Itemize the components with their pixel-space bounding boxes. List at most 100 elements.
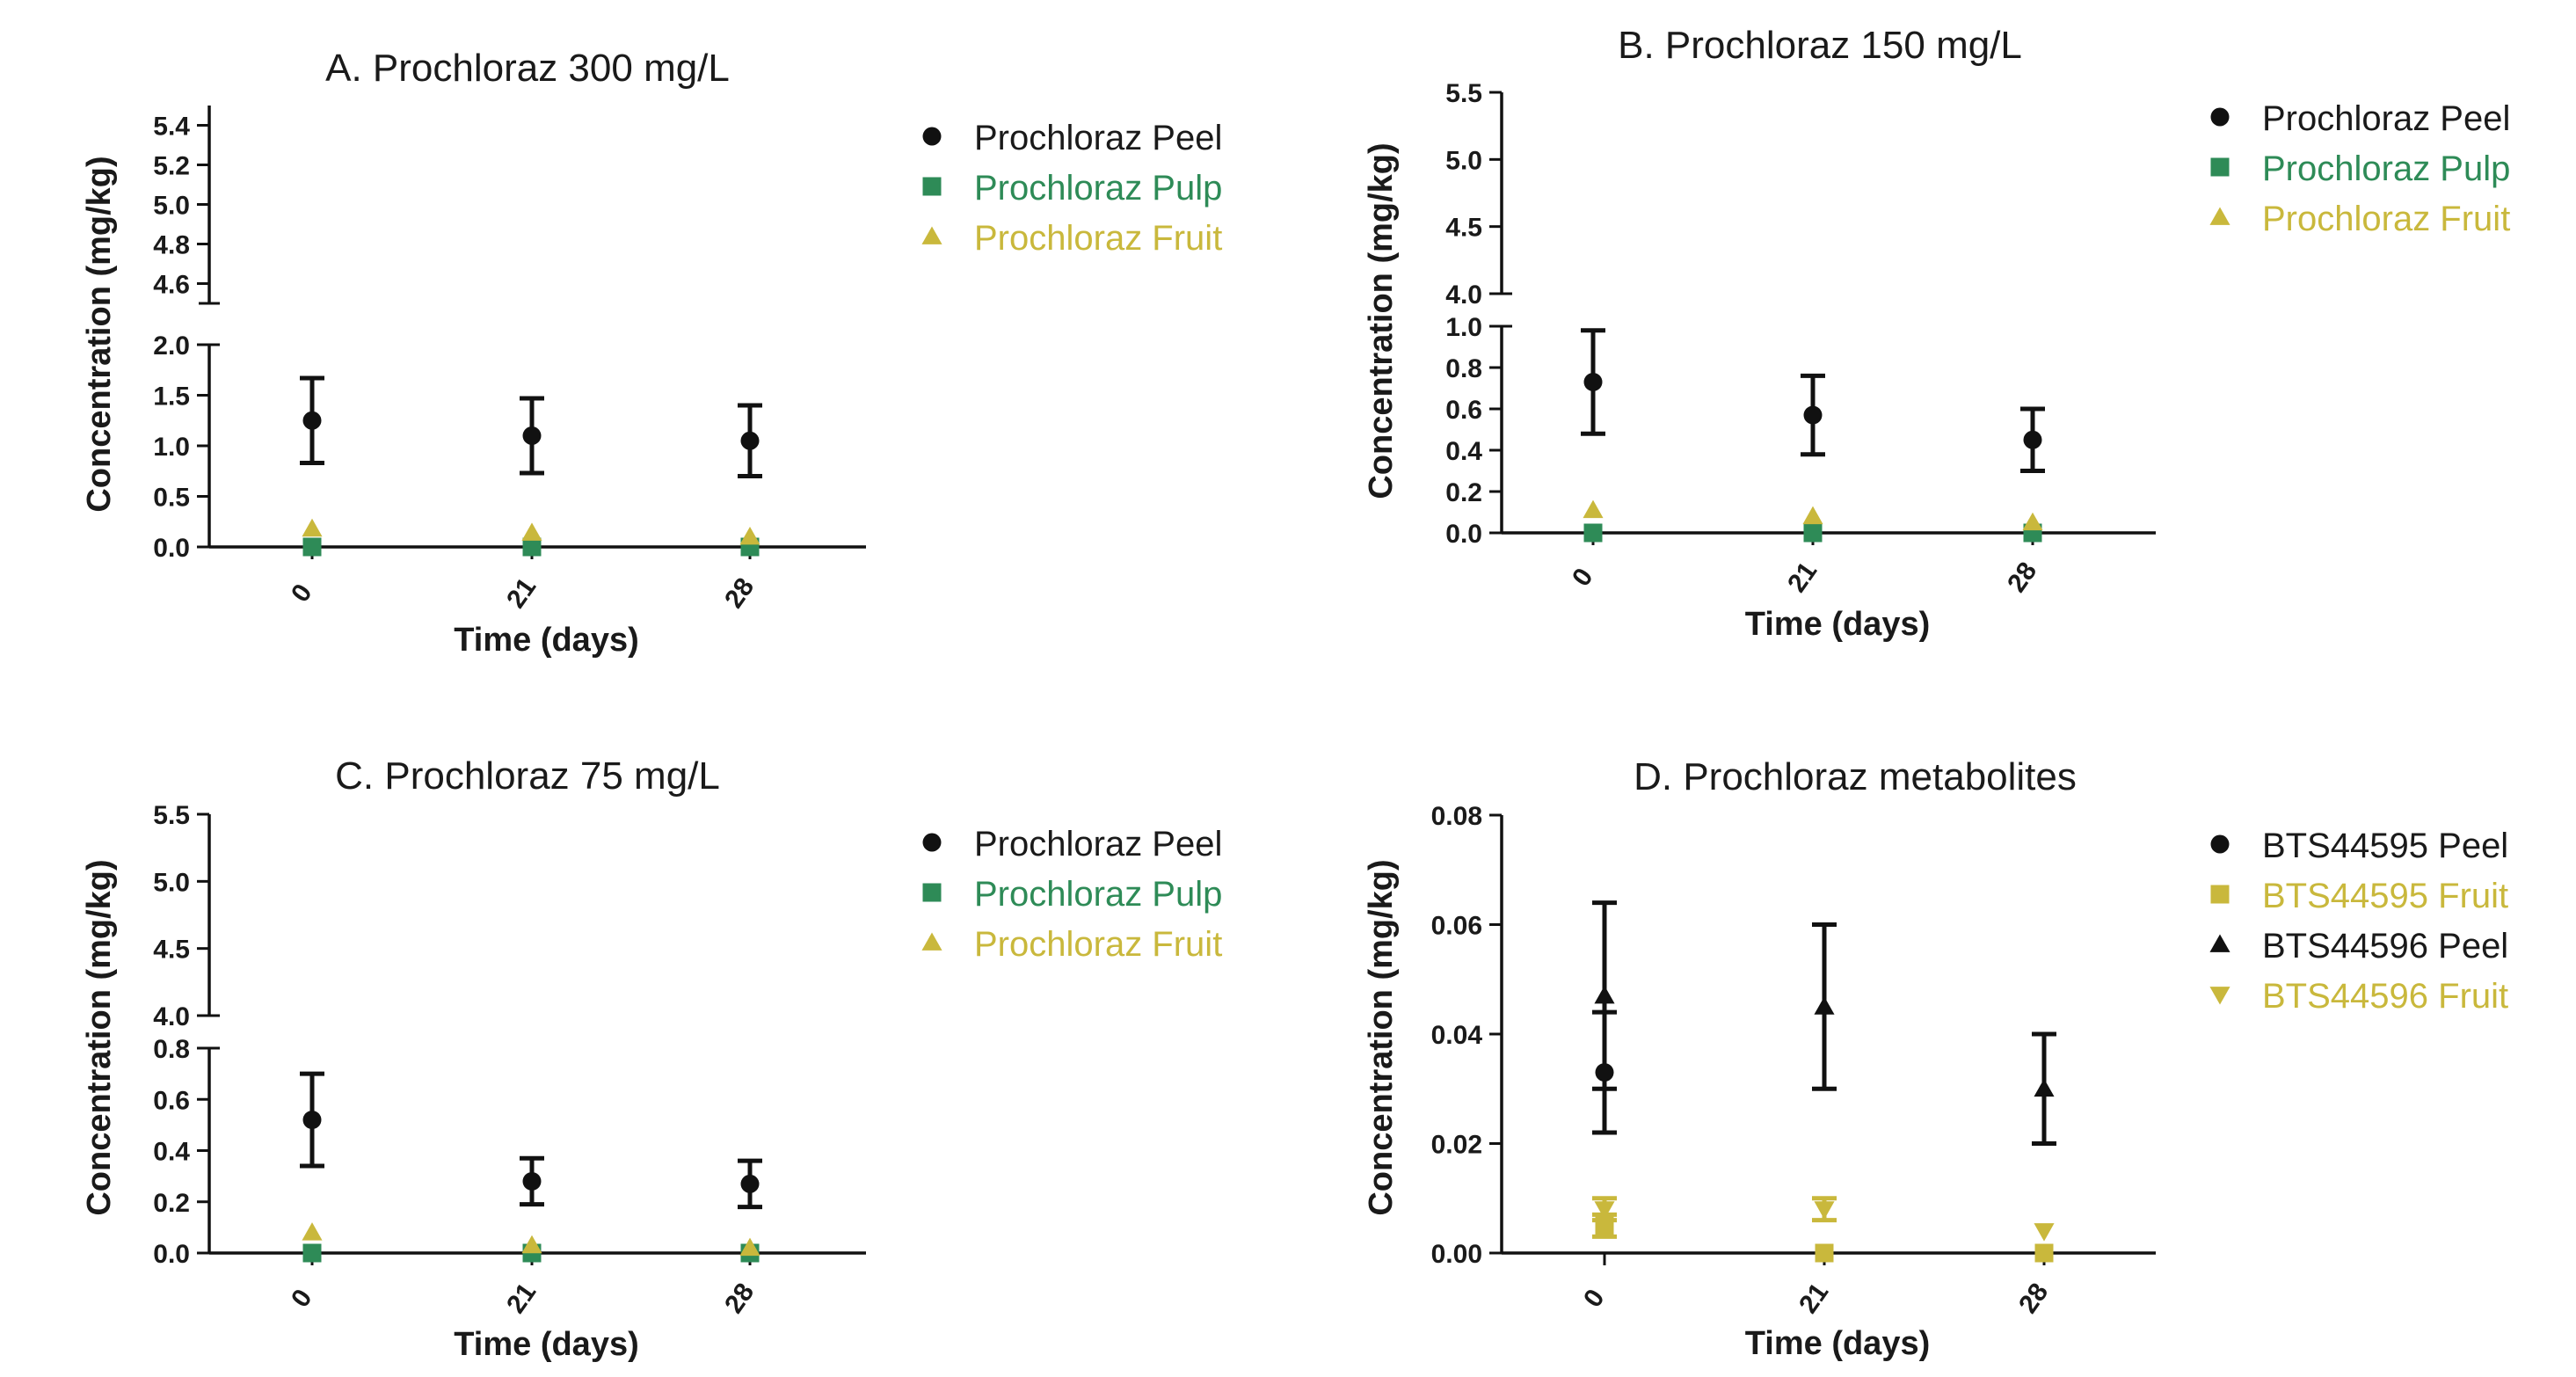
y-tick-label: 0.8 bbox=[153, 1035, 190, 1064]
chart-panel-c: C. Prochloraz 75 mg/L Concentration (mg/k… bbox=[81, 754, 1222, 1363]
y-tick-label: 1.5 bbox=[153, 382, 190, 412]
y-tick-label: 4.5 bbox=[153, 936, 190, 965]
y-tick-label: 0.2 bbox=[1445, 478, 1482, 507]
legend-marker bbox=[2210, 885, 2230, 904]
data-point bbox=[1594, 985, 1615, 1004]
y-tick-label: 0.00 bbox=[1431, 1240, 1482, 1269]
data-point bbox=[1803, 523, 1823, 543]
y-tick-label: 5.5 bbox=[153, 801, 190, 830]
data-point bbox=[1814, 1201, 1835, 1220]
x-tick-label: 0 bbox=[1578, 1284, 1611, 1313]
y-tick-label: 5.2 bbox=[153, 152, 190, 181]
x-tick-label: 21 bbox=[501, 572, 542, 613]
chart-panel-a: A. Prochloraz 300 mg/L Concentration (mg/… bbox=[81, 47, 1222, 659]
data-point bbox=[1594, 1201, 1615, 1220]
legend-label: BTS44595 Fruit bbox=[2262, 877, 2508, 915]
chart-panel-d: D. Prochloraz metabolites Concentration (… bbox=[1363, 755, 2508, 1362]
x-tick-label: 28 bbox=[719, 1278, 760, 1318]
y-axis-label: Concentration (mg/kg) bbox=[81, 156, 118, 512]
y-tick-label: 1.0 bbox=[153, 433, 190, 462]
y-tick-label: 0.06 bbox=[1431, 912, 1482, 941]
y-tick-label: 4.5 bbox=[1445, 214, 1482, 243]
legend: Prochloraz Peel Prochloraz Pulp Prochloraz… bbox=[2209, 99, 2510, 238]
data-point bbox=[1583, 523, 1603, 543]
y-tick-label: 5.5 bbox=[1445, 79, 1482, 108]
legend-label: BTS44596 Fruit bbox=[2262, 977, 2508, 1016]
chart-title: C. Prochloraz 75 mg/L bbox=[335, 754, 720, 798]
y-tick-label: 5.0 bbox=[153, 192, 190, 221]
data-point bbox=[1814, 996, 1835, 1015]
chart-panel-b: B. Prochloraz 150 mg/L Concentration (mg/… bbox=[1363, 24, 2510, 643]
data-point bbox=[1802, 506, 1823, 525]
x-tick-label: 0 bbox=[286, 579, 318, 608]
y-tick-label: 1.0 bbox=[1445, 313, 1482, 342]
x-tick-label: 21 bbox=[501, 1278, 542, 1318]
y-tick-label: 5.0 bbox=[1445, 146, 1482, 175]
data-point bbox=[1815, 1243, 1834, 1263]
legend: Prochloraz Peel Prochloraz Pulp Prochloraz… bbox=[921, 825, 1222, 964]
y-tick-label: 5.0 bbox=[153, 868, 190, 897]
chart-title: B. Prochloraz 150 mg/L bbox=[1618, 24, 2022, 67]
data-point bbox=[522, 426, 542, 445]
data-point bbox=[302, 411, 322, 430]
data-point bbox=[2022, 512, 2043, 531]
y-tick-label: 2.0 bbox=[153, 332, 190, 361]
x-tick-label: 28 bbox=[719, 572, 760, 613]
legend-marker bbox=[921, 226, 942, 244]
data-point bbox=[1803, 405, 1823, 425]
legend-marker bbox=[922, 833, 942, 852]
data-point bbox=[740, 431, 760, 450]
y-tick-label: 0.6 bbox=[1445, 396, 1482, 425]
data-point bbox=[2034, 1223, 2055, 1242]
y-tick-label: 0.6 bbox=[153, 1086, 190, 1115]
x-axis-label: Time (days) bbox=[454, 622, 638, 659]
y-axis-label: Concentration (mg/kg) bbox=[1363, 859, 1400, 1215]
series-bts44596-fruit bbox=[1592, 1196, 2055, 1242]
legend-label: Prochloraz Pulp bbox=[974, 875, 1222, 914]
data-point bbox=[521, 1235, 542, 1254]
data-point bbox=[302, 1243, 322, 1263]
series-prochloraz-peel bbox=[300, 375, 762, 478]
legend-label: BTS44595 Peel bbox=[2262, 827, 2508, 865]
y-tick-label: 4.0 bbox=[1445, 280, 1482, 310]
chart-title: D. Prochloraz metabolites bbox=[1634, 755, 2077, 798]
data-point bbox=[302, 518, 323, 537]
legend: BTS44595 Peel BTS44595 Fruit BTS44596 Peel… bbox=[2209, 827, 2508, 1016]
y-tick-label: 0.8 bbox=[1445, 354, 1482, 383]
y-tick-label: 0.04 bbox=[1431, 1021, 1483, 1050]
legend-marker bbox=[922, 883, 942, 902]
legend-marker bbox=[922, 177, 942, 196]
legend-marker bbox=[922, 127, 942, 146]
data-point bbox=[522, 537, 542, 557]
x-tick-label: 21 bbox=[1782, 557, 1823, 597]
y-tick-label: 4.8 bbox=[153, 231, 190, 260]
legend-label: Prochloraz Pulp bbox=[974, 169, 1222, 208]
series-prochloraz-fruit bbox=[302, 518, 760, 545]
data-point bbox=[302, 1222, 323, 1241]
data-point bbox=[2023, 430, 2042, 449]
x-tick-label: 28 bbox=[2002, 557, 2042, 597]
y-axis-label: Concentration (mg/kg) bbox=[1363, 142, 1400, 499]
legend-label: Prochloraz Fruit bbox=[974, 219, 1222, 258]
legend-label: Prochloraz Fruit bbox=[2262, 200, 2510, 238]
y-axis-label: Concentration (mg/kg) bbox=[81, 859, 118, 1215]
x-axis-label: Time (days) bbox=[1745, 1325, 1930, 1362]
legend-marker bbox=[2210, 834, 2230, 854]
legend-label: Prochloraz Peel bbox=[974, 825, 1222, 863]
y-tick-label: 0.2 bbox=[153, 1189, 190, 1218]
data-point bbox=[302, 537, 322, 557]
y-tick-label: 0.02 bbox=[1431, 1131, 1482, 1160]
series-prochloraz-peel bbox=[300, 1071, 762, 1210]
legend-marker bbox=[2210, 157, 2230, 177]
y-tick-label: 0.4 bbox=[1445, 437, 1482, 466]
series-prochloraz-fruit bbox=[1583, 499, 2043, 531]
legend-marker bbox=[921, 932, 942, 951]
x-axis-label: Time (days) bbox=[1745, 606, 1930, 643]
data-point bbox=[1583, 372, 1603, 391]
y-tick-label: 0.0 bbox=[153, 534, 190, 563]
legend-marker bbox=[2210, 107, 2230, 127]
chart-title: A. Prochloraz 300 mg/L bbox=[325, 47, 730, 90]
legend: Prochloraz Peel Prochloraz Pulp Prochloraz… bbox=[921, 119, 1222, 258]
x-tick-label: 21 bbox=[1794, 1278, 1834, 1318]
